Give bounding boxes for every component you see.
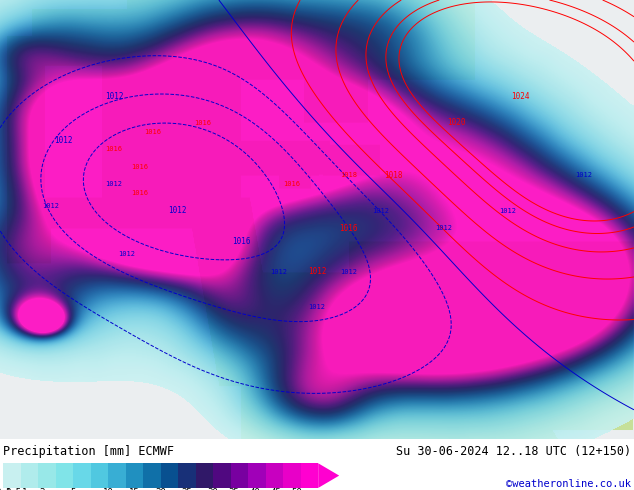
Bar [301, 463, 318, 488]
Text: 40: 40 [250, 488, 261, 490]
Text: 1012: 1012 [168, 206, 187, 215]
Polygon shape [318, 463, 339, 488]
Text: 1012: 1012 [436, 225, 452, 231]
Bar [143, 463, 160, 488]
Text: 1012: 1012 [106, 181, 122, 187]
Bar [231, 463, 248, 488]
Text: 15: 15 [129, 488, 140, 490]
Text: 1016: 1016 [131, 190, 148, 196]
Text: 1012: 1012 [372, 207, 389, 214]
Bar [178, 463, 196, 488]
Text: 1016: 1016 [106, 146, 122, 152]
Text: 25: 25 [181, 488, 192, 490]
Bar [38, 463, 56, 488]
Text: 1016: 1016 [131, 164, 148, 170]
Bar [266, 463, 283, 488]
Bar [73, 463, 91, 488]
Text: 1012: 1012 [271, 269, 287, 275]
Text: 1012: 1012 [307, 268, 327, 276]
Text: 1012: 1012 [499, 207, 515, 214]
Text: 1016: 1016 [144, 128, 160, 135]
Text: 50: 50 [292, 488, 302, 490]
Text: Su 30-06-2024 12..18 UTC (12+150): Su 30-06-2024 12..18 UTC (12+150) [396, 445, 631, 458]
Text: 1024: 1024 [510, 92, 529, 101]
Bar [91, 463, 108, 488]
Text: 0.1: 0.1 [0, 488, 11, 490]
Text: 2: 2 [39, 488, 44, 490]
Text: Precipitation [mm] ECMWF: Precipitation [mm] ECMWF [3, 445, 174, 458]
Text: 1016: 1016 [339, 223, 358, 233]
Text: 10: 10 [103, 488, 113, 490]
Bar [160, 463, 178, 488]
Bar [248, 463, 266, 488]
Text: 1016: 1016 [283, 181, 300, 187]
Text: 1018: 1018 [340, 172, 357, 178]
Bar [56, 463, 73, 488]
Bar [21, 463, 38, 488]
Text: 1012: 1012 [119, 251, 135, 257]
Bar [126, 463, 143, 488]
Text: 1012: 1012 [340, 269, 357, 275]
Text: 0.5: 0.5 [6, 488, 22, 490]
Text: 1012: 1012 [54, 136, 73, 145]
Text: 1012: 1012 [105, 92, 124, 101]
Bar [213, 463, 231, 488]
Text: 35: 35 [229, 488, 240, 490]
Text: 1018: 1018 [384, 171, 403, 180]
Text: 1020: 1020 [447, 118, 466, 127]
Bar [196, 463, 213, 488]
Text: 1012: 1012 [309, 304, 325, 310]
Text: 1: 1 [22, 488, 27, 490]
Text: 30: 30 [208, 488, 219, 490]
Text: 5: 5 [70, 488, 76, 490]
Text: 20: 20 [155, 488, 166, 490]
Text: 1016: 1016 [231, 237, 250, 245]
Bar [108, 463, 126, 488]
Text: ©weatheronline.co.uk: ©weatheronline.co.uk [506, 479, 631, 489]
Bar [283, 463, 301, 488]
Text: 45: 45 [271, 488, 281, 490]
Text: 1012: 1012 [42, 203, 59, 209]
Text: 1016: 1016 [195, 120, 211, 126]
Bar [3, 463, 21, 488]
Text: 1012: 1012 [575, 172, 592, 178]
